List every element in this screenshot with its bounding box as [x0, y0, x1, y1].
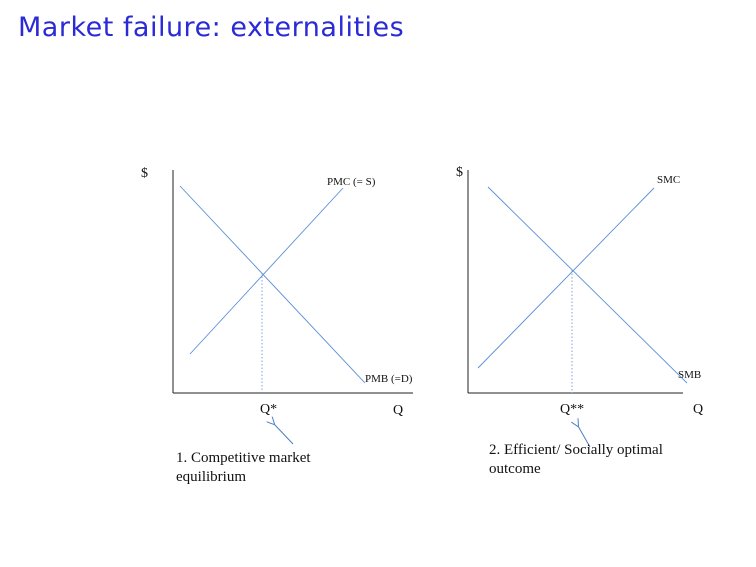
caption-line: 2. Efficient/ Socially optimal	[489, 442, 663, 458]
pmc-label: PMC (= S)	[327, 176, 376, 188]
x-axis-label: Q	[693, 402, 703, 417]
y-axis-label: $	[141, 166, 148, 181]
q-star-label: Q*	[260, 402, 277, 417]
panel-efficient: $ Q SMC SMB Q**	[456, 165, 703, 448]
slide-title: Market failure: externalities	[18, 12, 405, 43]
caption-efficient: 2. Efficient/ Socially optimal outcome	[489, 441, 663, 479]
y-axis-label: $	[456, 165, 463, 180]
pmc-supply-curve	[189, 187, 344, 355]
caption-arrow	[578, 426, 591, 448]
panel-competitive: $ Q PMC (= S) PMB (=D) Q*	[141, 166, 413, 445]
smb-demand-curve	[487, 186, 688, 384]
caption-line: outcome	[489, 461, 541, 477]
pmb-label: PMB (=D)	[365, 373, 413, 385]
caption-line: equilibrium	[176, 469, 246, 485]
x-axis-label: Q	[393, 403, 403, 418]
pmb-demand-curve	[179, 185, 366, 384]
smb-label: SMB	[678, 369, 701, 381]
q-double-star-label: Q**	[560, 402, 584, 417]
smc-label: SMC	[657, 174, 680, 186]
smc-supply-curve	[477, 187, 655, 369]
caption-competitive: 1. Competitive market equilibrium	[176, 449, 311, 487]
caption-line: 1. Competitive market	[176, 450, 311, 466]
caption-arrow	[274, 424, 294, 445]
